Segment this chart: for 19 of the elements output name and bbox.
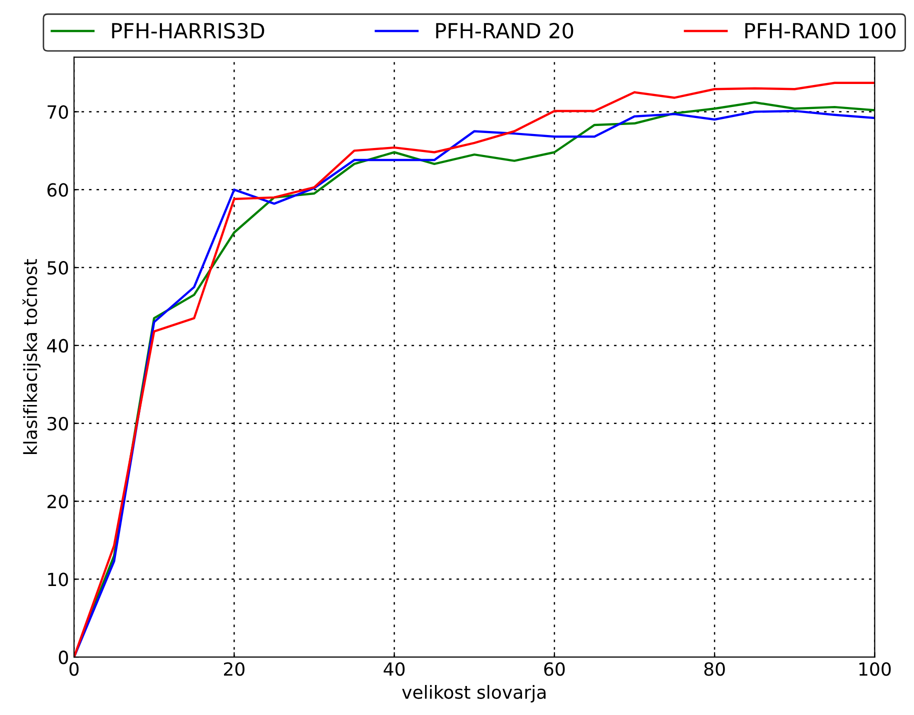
x-tick-label: 40 [384,662,405,676]
x-tick-label: 80 [704,662,725,676]
legend-label: PFH-RAND 100 [745,22,896,39]
y-tick-label: 10 [48,572,68,586]
y-tick-label: 40 [47,338,68,353]
x-tick-label: 20 [224,662,244,676]
x-tick-label: 100 [859,662,891,676]
y-tick-label: 0 [58,650,68,664]
y-tick-label: 20 [48,494,68,508]
legend-label: PFH-HARRIS3D [112,22,264,39]
y-tick-label: 60 [47,183,68,197]
y-tick-label: 70 [48,105,68,119]
legend-label: PFH-RAND 20 [436,22,574,39]
x-tick-label: 0 [69,662,79,676]
y-tick-label: 50 [48,261,68,275]
x-axis-title: velikost slovarja [402,684,546,702]
x-tick-label: 60 [544,662,565,676]
y-axis-title: klasifikacijska točnost [22,259,41,454]
y-tick-label: 30 [48,416,68,430]
